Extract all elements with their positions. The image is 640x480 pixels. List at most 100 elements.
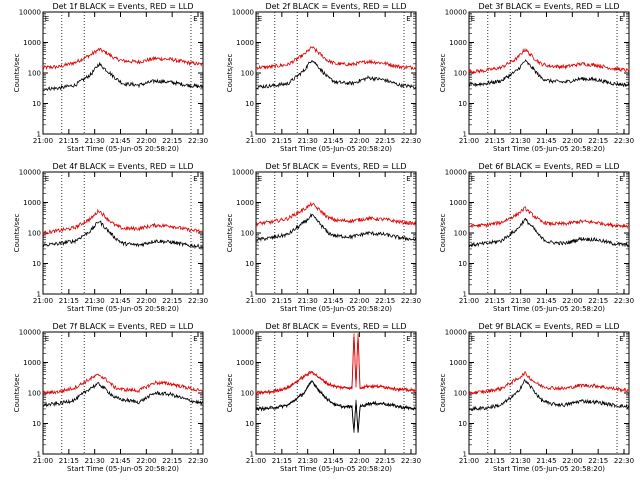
y-axis-label: Counts/sec	[13, 374, 21, 413]
x-tick-label: 22:00	[562, 297, 582, 305]
event-marker: E	[193, 335, 197, 343]
x-tick-label: 21:00	[33, 137, 53, 145]
plot-frame	[468, 331, 630, 455]
x-tick-label: 22:30	[401, 137, 421, 145]
series-events-spike	[255, 380, 417, 433]
series-events-line	[468, 59, 630, 88]
x-tick-label: 22:15	[588, 297, 608, 305]
y-axis-label: Counts/sec	[226, 54, 234, 93]
panel-title: Det 6f BLACK = Events, RED = LLD	[478, 162, 619, 171]
x-tick-label: 21:15	[59, 297, 79, 305]
x-axis-label: Start Time (05-Jun-05 20:58:20)	[67, 145, 179, 153]
event-marker: E	[45, 335, 49, 343]
event-marker: E	[406, 335, 410, 343]
y-tick-label: 1000	[449, 199, 467, 207]
x-tick-label: 21:00	[33, 457, 53, 465]
x-tick-label: 22:30	[401, 297, 421, 305]
panel-title: Det 9f BLACK = Events, RED = LLD	[478, 322, 619, 331]
event-marker: E	[619, 15, 623, 23]
x-tick-label: 22:30	[188, 137, 208, 145]
x-axis-label: Start Time (05-Jun-05 20:58:20)	[493, 465, 605, 473]
x-tick-label: 22:15	[588, 137, 608, 145]
y-tick-label: 1000	[23, 39, 41, 47]
y-tick-label: 10	[32, 260, 41, 268]
x-tick-label: 22:00	[349, 137, 369, 145]
series-lld-line	[42, 373, 204, 396]
event-marker: E	[406, 175, 410, 183]
y-tick-label: 10	[32, 420, 41, 428]
x-axis-label: Start Time (05-Jun-05 20:58:20)	[67, 305, 179, 313]
y-tick-label: 100	[241, 230, 254, 238]
x-tick-label: 22:15	[588, 457, 608, 465]
y-tick-label: 1000	[23, 199, 41, 207]
y-tick-label: 100	[241, 390, 254, 398]
x-tick-label: 21:15	[272, 457, 292, 465]
panel-title: Det 1f BLACK = Events, RED = LLD	[52, 2, 193, 11]
y-tick-label: 10000	[232, 169, 254, 177]
event-marker: E	[619, 175, 623, 183]
panel-title: Det 7f BLACK = Events, RED = LLD	[52, 322, 193, 331]
x-tick-label: 21:30	[85, 297, 105, 305]
x-tick-label: 22:30	[614, 137, 634, 145]
x-tick-label: 21:15	[485, 457, 505, 465]
event-marker: E	[193, 175, 197, 183]
y-tick-label: 10	[458, 100, 467, 108]
event-marker: E	[258, 15, 262, 23]
x-axis-label: Start Time (05-Jun-05 20:58:20)	[67, 465, 179, 473]
y-tick-label: 10000	[232, 329, 254, 337]
x-tick-label: 22:00	[562, 137, 582, 145]
y-tick-label: 1	[37, 131, 41, 139]
event-marker: E	[471, 335, 475, 343]
y-axis-label: Counts/sec	[439, 214, 447, 253]
y-axis-label: Counts/sec	[226, 374, 234, 413]
x-axis-label: Start Time (05-Jun-05 20:58:20)	[280, 145, 392, 153]
plot-frame	[42, 11, 204, 135]
y-tick-label: 100	[28, 70, 41, 78]
x-tick-label: 21:30	[298, 297, 318, 305]
event-marker: E	[471, 15, 475, 23]
y-tick-label: 10	[32, 100, 41, 108]
x-tick-label: 22:30	[401, 457, 421, 465]
x-tick-label: 21:45	[110, 457, 130, 465]
y-tick-label: 10000	[445, 329, 467, 337]
series-lld-spike	[255, 333, 417, 394]
x-tick-label: 21:45	[536, 457, 556, 465]
y-tick-label: 1000	[236, 199, 254, 207]
x-tick-label: 21:15	[59, 457, 79, 465]
y-tick-label: 1	[250, 451, 254, 459]
x-tick-label: 21:00	[459, 297, 479, 305]
series-events-line	[255, 59, 417, 90]
y-tick-label: 10	[458, 260, 467, 268]
y-tick-label: 1	[250, 131, 254, 139]
plot-frame	[255, 171, 417, 295]
x-tick-label: 22:15	[162, 457, 182, 465]
series-lld-line	[255, 201, 417, 227]
y-tick-label: 10	[458, 420, 467, 428]
x-tick-label: 22:15	[162, 137, 182, 145]
series-lld-line	[42, 47, 204, 71]
x-tick-label: 21:45	[110, 137, 130, 145]
plot-frame	[468, 11, 630, 135]
panel-title: Det 4f BLACK = Events, RED = LLD	[52, 162, 193, 171]
y-tick-label: 1	[37, 451, 41, 459]
x-axis-label: Start Time (05-Jun-05 20:58:20)	[493, 145, 605, 153]
event-marker: E	[193, 15, 197, 23]
x-tick-label: 21:45	[323, 137, 343, 145]
y-tick-label: 100	[454, 70, 467, 78]
x-tick-label: 21:30	[511, 297, 531, 305]
y-tick-label: 10	[245, 420, 254, 428]
x-tick-label: 22:15	[162, 297, 182, 305]
event-marker: E	[471, 175, 475, 183]
x-tick-label: 21:00	[246, 297, 266, 305]
y-axis-label: Counts/sec	[13, 54, 21, 93]
plot-frame	[468, 171, 630, 295]
plot-frame	[42, 331, 204, 455]
x-tick-label: 21:30	[511, 457, 531, 465]
series-lld-line	[255, 336, 417, 395]
x-tick-label: 21:30	[85, 457, 105, 465]
x-axis-label: Start Time (05-Jun-05 20:58:20)	[280, 305, 392, 313]
